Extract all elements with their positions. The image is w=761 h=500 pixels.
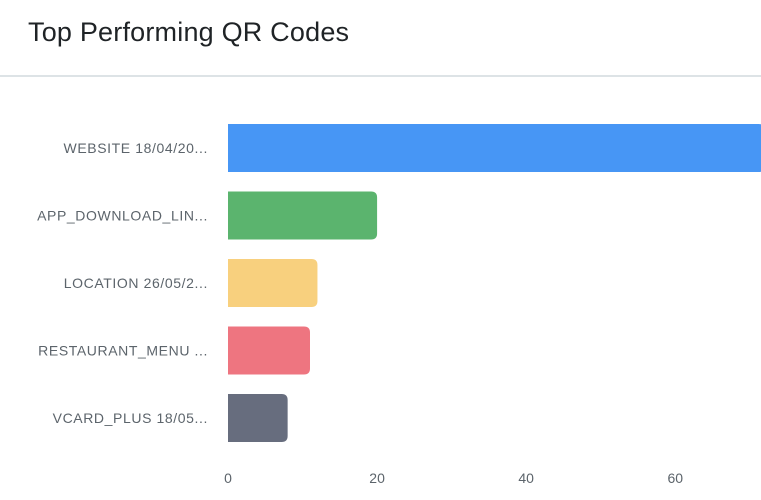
card-title: Top Performing QR Codes (28, 17, 350, 47)
card-header: Top Performing QR Codes (0, 0, 761, 77)
bar-2[interactable] (228, 191, 378, 240)
category-labels-layer: WEBSITE 18/04/20... APP_DOWNLOAD_LIN... LO… (37, 140, 208, 426)
x-tick-label: 60 (667, 470, 683, 486)
x-tick-label: 20 (369, 470, 385, 486)
x-tick-label: 40 (518, 470, 534, 486)
category-label: WEBSITE 18/04/20... (64, 140, 208, 156)
bar-1[interactable] (228, 124, 761, 172)
bar-3[interactable] (228, 259, 318, 307)
x-tick-label: 0 (224, 470, 232, 486)
bar-4[interactable] (228, 326, 310, 375)
bars-layer (228, 124, 761, 442)
category-label: APP_DOWNLOAD_LIN... (37, 208, 208, 224)
bar-5[interactable] (228, 394, 288, 442)
x-axis-tick-labels: 0 20 40 60 (224, 470, 683, 486)
category-label: LOCATION 26/05/2... (64, 275, 208, 291)
category-label: RESTAURANT_MENU ... (38, 343, 208, 359)
category-label: VCARD_PLUS 18/05... (53, 410, 208, 426)
